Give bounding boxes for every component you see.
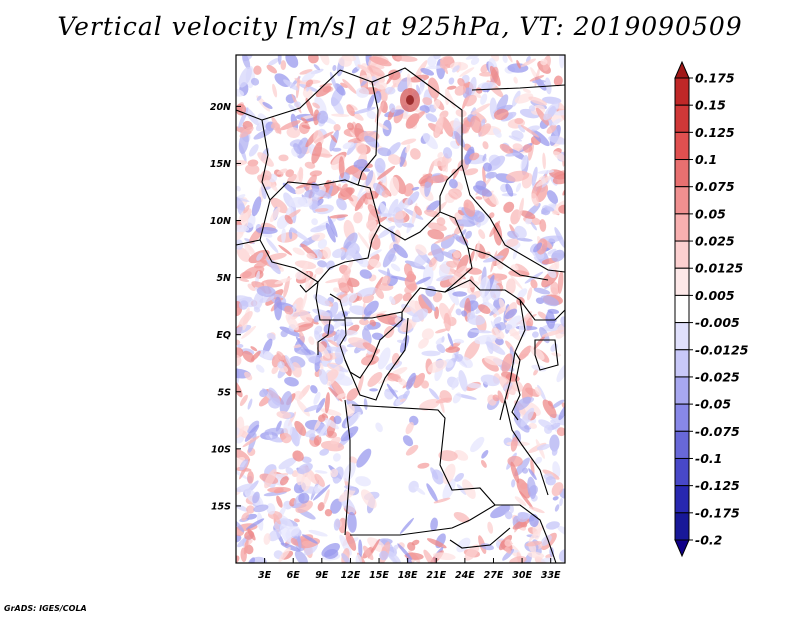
map-title: Vertical velocity [m/s] at 925hPa, VT: 2…	[57, 12, 743, 41]
colorbar-segment	[674, 430, 690, 459]
colorbar-label: -0.175	[695, 505, 740, 520]
colorbar-segment	[674, 376, 690, 405]
colorbar-segment	[674, 213, 690, 242]
colorbar-label: 0.005	[695, 288, 735, 303]
lat-tick-label: 5N	[216, 273, 231, 284]
colorbar-segment	[674, 77, 690, 106]
colorbar-segment	[674, 512, 690, 541]
colorbar-top-arrow	[674, 60, 690, 79]
colorbar-label: 0.15	[695, 98, 726, 113]
colorbar-label: 0.075	[695, 179, 735, 194]
colorbar-label: 0.0125	[695, 261, 744, 276]
lon-tick-label: 15E	[369, 570, 389, 581]
colorbar-segment	[674, 403, 690, 432]
country-borders	[236, 67, 565, 563]
colorbar-bottom-arrow	[674, 539, 690, 558]
lat-tick-label: EQ	[216, 330, 231, 341]
colorbar-label: -0.1	[695, 451, 722, 466]
lat-tick-label: 20N	[210, 102, 231, 113]
colorbar-label: -0.025	[695, 369, 740, 384]
colorbar-segment	[674, 322, 690, 351]
lon-tick-label: 27E	[484, 570, 504, 581]
lat-tick-label: 5S	[218, 387, 232, 398]
colorbar-segment	[674, 159, 690, 188]
map-axes: 20N 15N 10N 5N EQ 5S 10S 15S 3E 6E 9E 12E 15E 18E 21E 2…	[210, 102, 561, 581]
lat-tick-label: 15N	[210, 159, 231, 170]
colorbar-label: 0.1	[695, 152, 717, 167]
lon-tick-label: 24E	[455, 570, 475, 581]
velocity-field	[236, 55, 565, 563]
colorbar-segment	[674, 186, 690, 215]
colorbar-segment	[674, 294, 690, 324]
colorbar-label: -0.125	[695, 478, 740, 493]
colorbar: 0.175 0.15 0.125 0.1 0.075 0.05 0.025 0.0125 0.0…	[674, 60, 749, 558]
colorbar-segment	[674, 267, 690, 296]
lon-tick-label: 21E	[426, 570, 446, 581]
colorbar-label: 0.175	[695, 71, 735, 86]
colorbar-label: -0.005	[695, 315, 740, 330]
map-frame	[235, 54, 566, 564]
lon-tick-label: 30E	[512, 570, 532, 581]
lon-tick-label: 18E	[398, 570, 418, 581]
colorbar-segment	[674, 104, 690, 133]
colorbar-label: -0.075	[695, 424, 740, 439]
lon-tick-label: 9E	[315, 570, 329, 581]
lon-tick-label: 6E	[287, 570, 301, 581]
lon-tick-label: 3E	[258, 570, 272, 581]
lon-tick-label: 12E	[341, 570, 361, 581]
colorbar-segment	[674, 131, 690, 161]
colorbar-label: -0.05	[695, 397, 731, 412]
lon-tick-label: 33E	[541, 570, 561, 581]
lat-tick-label: 10S	[211, 444, 231, 455]
grads-credit: GrADS: IGES/COLA	[4, 604, 87, 613]
colorbar-segment	[674, 240, 690, 269]
colorbar-label: -0.2	[695, 533, 722, 548]
lat-tick-label: 15S	[211, 501, 231, 512]
colorbar-label: 0.125	[695, 125, 735, 140]
colorbar-segment	[674, 349, 690, 378]
colorbar-label: -0.0125	[695, 342, 749, 357]
lat-tick-label: 10N	[210, 216, 231, 227]
colorbar-label: 0.025	[695, 234, 735, 249]
colorbar-label: 0.05	[695, 206, 726, 221]
colorbar-segment	[674, 485, 690, 514]
colorbar-segment	[674, 457, 690, 487]
